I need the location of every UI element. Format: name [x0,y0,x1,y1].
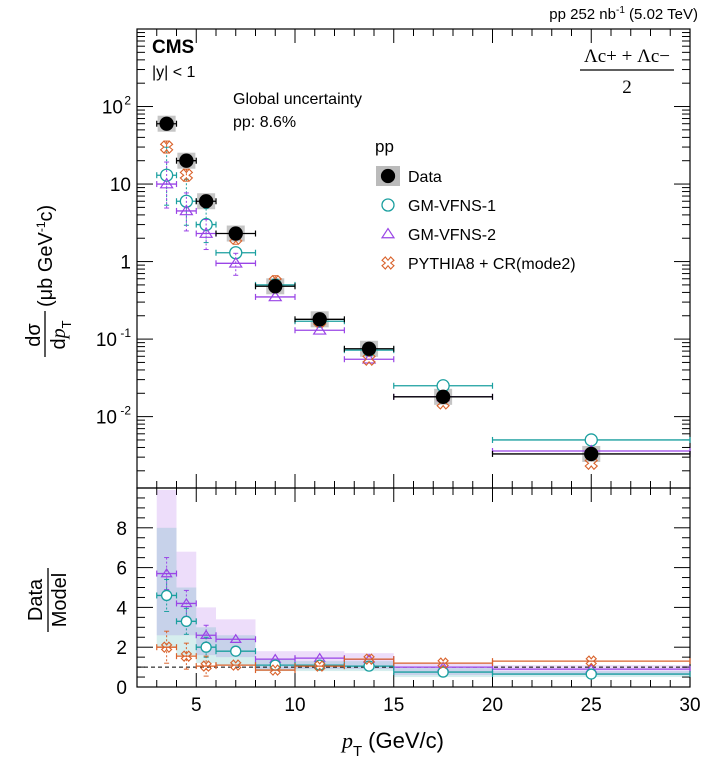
data-point [268,279,283,294]
global-uncertainty-value: pp: 8.6% [233,114,296,131]
legend-entry: PYTHIA8 + CR(mode2) [408,256,576,273]
particle-denominator: 2 [622,77,632,98]
pythia-ratio-point [229,659,242,671]
data-point [312,312,327,327]
gmvfns2-point [312,323,327,335]
gmvfns2-ratio-point [229,633,242,643]
gmvfns1-ratio-point [160,589,173,602]
gmvfns1-ratio-point [200,641,212,653]
pythia-ratio-point [269,664,282,676]
legend-gmvfns1-marker [381,198,395,212]
legend-title: pp [375,137,394,156]
pythia-ratio-point [160,641,173,654]
data-point [159,116,174,131]
legend-gmvfns2-marker [380,227,396,239]
data-point [435,389,451,404]
x-tick-label: 30 [679,695,700,716]
svg-text:Model: Model [49,573,71,627]
x-tick-label: 20 [482,695,503,716]
gmvfns1-ratio-point [314,659,326,671]
x-tick-label: 15 [383,695,404,716]
gmvfns1-ratio-point [180,615,193,627]
ratio-y-tick-label: 6 [116,559,127,580]
gmvfns1-ratio-point [230,645,242,657]
svg-text:dσ: dσ [23,323,45,347]
pythia-ratio-point [180,650,193,662]
experiment-label: CMS [152,37,194,58]
gmvfns1-ratio-point [437,666,449,678]
gmvfns2-point [159,177,174,189]
x-tick-label: 25 [581,695,602,716]
y-tick-label: 1 [120,253,131,274]
x-axis-label: pT (GeV/c) [340,728,444,760]
ratio-y-tick-label: 4 [116,598,127,619]
data-point [198,194,214,209]
svg-text:(μb GeV-1c): (μb GeV-1c) [34,205,57,307]
data-point [361,341,377,356]
pythia-point [159,140,174,154]
svg-text:Data: Data [25,578,47,621]
ratio-y-tick-label: 8 [116,519,127,540]
gmvfns2-band [176,551,197,636]
data-point [179,153,194,168]
y-tick-label: 10 [110,175,131,196]
gmvfns2-ratio-point [180,597,193,608]
gmvfns2-point [179,204,194,216]
data-point [584,446,599,462]
pythia-ratio-point [313,660,326,672]
gmvfns2-ratio-point [160,567,173,578]
ratio-y-tick-label: 2 [116,638,127,659]
pythia-ratio-point [437,657,449,669]
gmvfns2-point [268,290,283,302]
y-axis-label-top: dσ dpT (μb GeV-1c) [23,205,74,357]
y-tick-label: 10 -1 [96,326,131,351]
gmvfns2-point [228,256,243,268]
legend-pythia-marker [381,256,395,270]
x-tick-label: 10 [284,695,305,716]
y-tick-label: 102 [102,94,131,119]
pythia-ratio-point [363,653,375,665]
ratio-panel: 5 10 15 20 25 30 0 2 4 6 8 [116,487,701,716]
y-axis-label-bottom: Data Model [25,568,71,632]
top-panel: 10 -2 10 -1 1 10 102 [96,28,691,489]
data-point [228,226,243,241]
rapidity-label: |y| < 1 [152,64,196,81]
svg-text:dpT: dpT [48,320,74,349]
legend-entry: GM-VFNS-1 [408,198,496,215]
gmvfns2-point [199,227,214,238]
legend-data-marker [380,168,396,184]
global-uncertainty-label: Global uncertainty [233,91,362,108]
legend: Data GM-VFNS-1 GM-VFNS-2 PYTHIA8 + CR(mode2… [376,166,576,273]
pythia-ratio-point [585,655,598,667]
ratio-y-tick-label: 0 [116,678,127,699]
gmvfns1-ratio-point [585,668,597,680]
gmvfns1-point [584,433,598,447]
legend-entry: GM-VFNS-2 [408,227,496,244]
particle-numerator: Λc+ + Λc− [584,46,670,67]
pythia-point [179,168,194,183]
x-tick-label: 5 [191,695,202,716]
legend-entry: Data [408,169,442,186]
pythia-ratio-point [200,660,212,672]
luminosity-label: pp 252 nb-1 (5.02 TeV) [549,5,698,23]
y-tick-label: 10 -2 [96,404,131,429]
